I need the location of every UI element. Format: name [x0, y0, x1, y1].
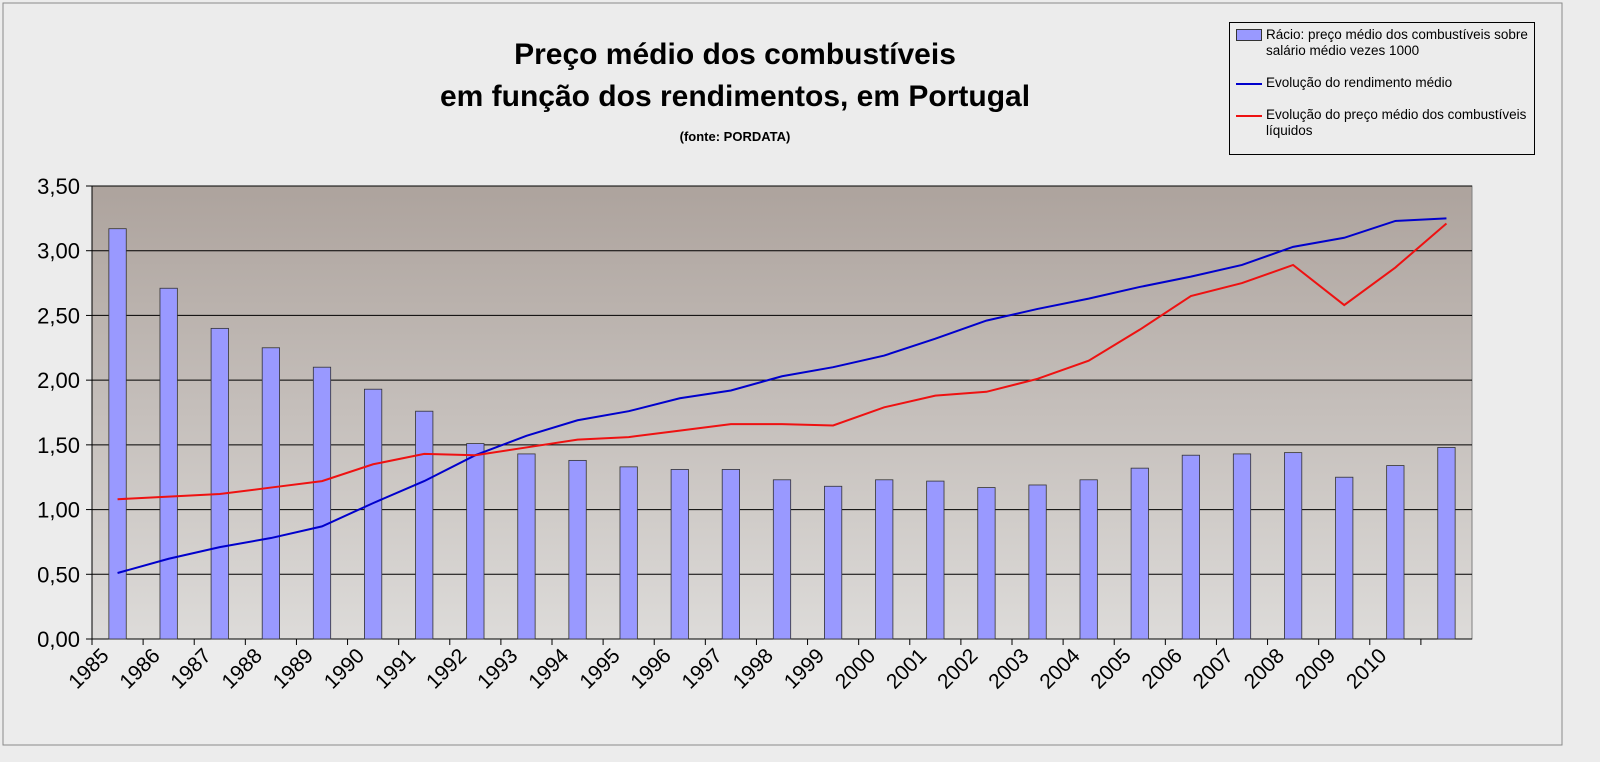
bar	[619, 466, 638, 640]
bar	[1437, 447, 1456, 640]
bar	[159, 287, 178, 640]
y-tick-label: 0,00	[37, 627, 80, 652]
legend-swatch	[1236, 83, 1262, 85]
legend: Rácio: preço médio dos combustíveis sobr…	[1229, 22, 1535, 155]
bar	[1232, 453, 1252, 640]
y-tick-label: 1,00	[37, 498, 80, 523]
bar	[772, 479, 792, 640]
bar	[1079, 479, 1098, 640]
bar	[210, 327, 229, 640]
bar	[568, 459, 587, 640]
y-tick-label: 2,50	[37, 303, 80, 328]
legend-label: Evolução do rendimento médio	[1266, 75, 1453, 90]
bar	[415, 410, 434, 640]
y-tick-label: 3,00	[37, 239, 80, 264]
legend-swatch	[1236, 29, 1262, 41]
y-tick-label: 2,00	[37, 368, 80, 393]
bar	[1181, 454, 1200, 640]
bar	[261, 347, 280, 640]
chart-title: em função dos rendimentos, em Portugal	[440, 80, 1030, 113]
y-tick-label: 3,50	[37, 174, 80, 199]
bar	[312, 366, 332, 640]
chart-title: Preço médio dos combustíveis	[514, 38, 956, 71]
bar	[1130, 467, 1149, 640]
bar	[1284, 452, 1303, 640]
y-tick-label: 1,50	[37, 433, 80, 458]
legend-item: Evolução do preço médio dos combustíveis…	[1236, 107, 1528, 139]
bar	[1028, 484, 1047, 640]
bar	[824, 485, 843, 640]
bar	[364, 388, 383, 640]
bar	[926, 480, 945, 640]
line	[117, 222, 1448, 501]
bar	[875, 479, 894, 640]
bar	[670, 469, 689, 640]
legend-item: Rácio: preço médio dos combustíveis sobr…	[1236, 27, 1528, 59]
bar	[977, 487, 996, 640]
bar	[1386, 465, 1405, 640]
legend-label: Evolução do preço médio dos combustíveis…	[1266, 107, 1527, 138]
legend-swatch	[1236, 115, 1262, 117]
legend-label: Rácio: preço médio dos combustíveis sobr…	[1266, 27, 1528, 58]
bar	[466, 443, 485, 640]
bar	[721, 469, 740, 640]
line	[117, 217, 1447, 574]
legend-item: Evolução do rendimento médio	[1236, 75, 1528, 91]
y-tick-label: 0,50	[37, 562, 80, 587]
chart-subtitle: (fonte: PORDATA)	[680, 129, 791, 144]
bar	[517, 453, 536, 640]
bar	[108, 228, 127, 640]
bar	[1335, 476, 1354, 640]
